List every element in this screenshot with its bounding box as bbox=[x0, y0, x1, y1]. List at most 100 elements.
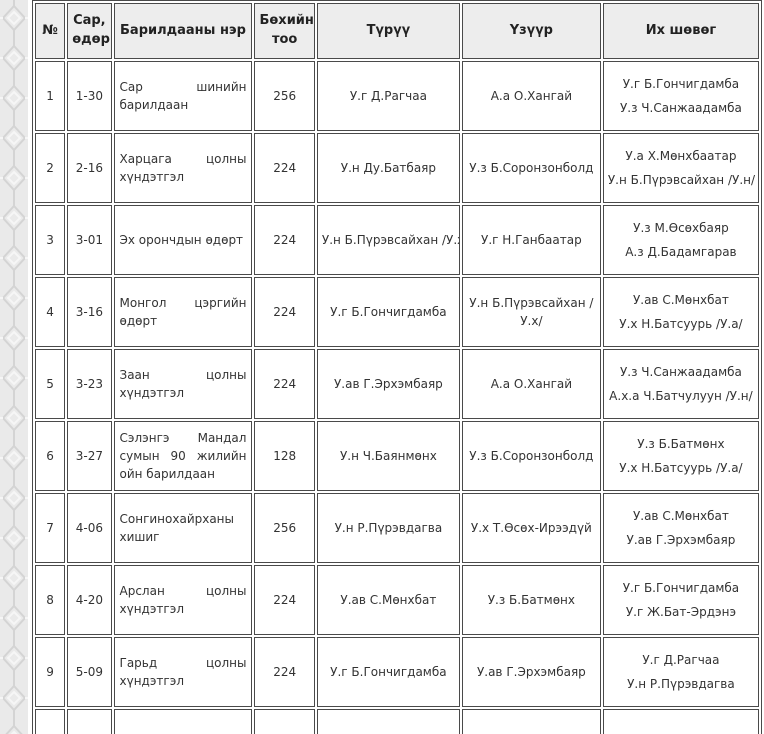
semifinalist-name: У.ав С.Мөнхбат bbox=[632, 509, 729, 523]
cell-number: 7 bbox=[35, 493, 66, 563]
cell-month-day: 4-20 bbox=[67, 565, 112, 635]
header-semifinalists: Их шөвөг bbox=[602, 3, 759, 59]
semifinalist-name: А.х.а Ч.Батчулуун /У.н/ bbox=[609, 389, 753, 403]
cell-wrestler-count: 224 bbox=[254, 637, 315, 707]
cell-champion: У.н Р.Пүрэвдагва bbox=[316, 493, 460, 563]
cell-empty bbox=[316, 709, 460, 734]
cell-runner-up: У.з Б.Батмөнх bbox=[461, 565, 601, 635]
header-row: № Сар, өдөр Барилдааны нэр Бөхийн тоо Тү… bbox=[35, 3, 759, 59]
table-row: 6 3-27 Сэлэнгэ Мандал сумын 90 жилийн ойн … bbox=[35, 421, 759, 491]
cell-runner-up: У.н Б.Пүрэвсайхан /У.х/ bbox=[461, 277, 601, 347]
cell-event-name: Сэлэнгэ Мандал сумын 90 жилийн ойн барил… bbox=[113, 421, 253, 491]
cell-month-day: 3-23 bbox=[67, 349, 112, 419]
table-row: 1 1-30 Сар шинийн барилдаан 256 У.г Д.Рагчаа… bbox=[35, 61, 759, 131]
cell-number: 1 bbox=[35, 61, 66, 131]
cell-number: 6 bbox=[35, 421, 66, 491]
cell-wrestler-count: 224 bbox=[254, 133, 315, 203]
cell-champion: У.н Б.Пүрэвсайхан /У.х/ bbox=[316, 205, 460, 275]
semifinalist-name: У.г Д.Рагчаа bbox=[642, 653, 720, 667]
cell-champion: У.г Д.Рагчаа bbox=[316, 61, 460, 131]
cell-champion: У.ав С.Мөнхбат bbox=[316, 565, 460, 635]
header-month-day: Сар, өдөр bbox=[67, 3, 112, 59]
table-row: 8 4-20 Арслан цолны хүндэтгэл 224 У.ав С.Мөн… bbox=[35, 565, 759, 635]
cell-number: 3 bbox=[35, 205, 66, 275]
cell-empty bbox=[602, 709, 759, 734]
cell-champion: У.г Б.Гончигдамба bbox=[316, 637, 460, 707]
semifinalist-name: У.з М.Өсөхбаяр bbox=[633, 221, 729, 235]
cell-semifinalists: У.з Б.Батмөнх У.х Н.Батсуурь /У.а/ bbox=[602, 421, 759, 491]
cell-runner-up: У.г Н.Ганбаатар bbox=[461, 205, 601, 275]
cell-runner-up: А.а О.Хангай bbox=[461, 349, 601, 419]
table-row: 3 3-01 Эх орончдын өдөрт 224 У.н Б.Пүрэвсайх… bbox=[35, 205, 759, 275]
semifinalist-name: У.н Б.Пүрэвсайхан /У.н/ bbox=[607, 173, 756, 187]
semifinalist-name: У.а Х.Мөнхбаатар bbox=[625, 149, 737, 163]
semifinalist-name: У.г Ж.Бат-Эрдэнэ bbox=[625, 605, 737, 619]
cell-wrestler-count: 128 bbox=[254, 421, 315, 491]
cell-month-day: 4-06 bbox=[67, 493, 112, 563]
cell-number: 9 bbox=[35, 637, 66, 707]
cell-champion: У.г Б.Гончигдамба bbox=[316, 277, 460, 347]
cell-empty bbox=[67, 709, 112, 734]
cell-empty bbox=[461, 709, 601, 734]
wrestling-tournament-table: № Сар, өдөр Барилдааны нэр Бөхийн тоо Тү… bbox=[32, 0, 762, 734]
cell-month-day: 3-16 bbox=[67, 277, 112, 347]
ulzii-pattern-icon bbox=[0, 0, 28, 734]
cell-wrestler-count: 224 bbox=[254, 565, 315, 635]
cell-event-name: Гарьд цолны хүндэтгэл bbox=[113, 637, 253, 707]
table-row: 4 3-16 Монгол цэргийн өдөрт 224 У.г Б.Гончиг… bbox=[35, 277, 759, 347]
cell-semifinalists: У.з Ч.Санжаадамба А.х.а Ч.Батчулуун /У.н/ bbox=[602, 349, 759, 419]
cell-champion: У.н Ч.Баянмөнх bbox=[316, 421, 460, 491]
header-wrestler-count: Бөхийн тоо bbox=[254, 3, 315, 59]
cell-runner-up: У.з Б.Соронзонболд bbox=[461, 421, 601, 491]
cell-number: 5 bbox=[35, 349, 66, 419]
cell-wrestler-count: 224 bbox=[254, 349, 315, 419]
cell-semifinalists: У.ав С.Мөнхбат У.ав Г.Эрхэмбаяр bbox=[602, 493, 759, 563]
cell-semifinalists: У.з М.Өсөхбаяр А.з Д.Бадамгарав bbox=[602, 205, 759, 275]
cell-month-day: 3-27 bbox=[67, 421, 112, 491]
cell-month-day: 1-30 bbox=[67, 61, 112, 131]
semifinalist-name: У.з Б.Батмөнх bbox=[637, 437, 725, 451]
cell-runner-up: У.з Б.Соронзонболд bbox=[461, 133, 601, 203]
cell-semifinalists: У.ав С.Мөнхбат У.х Н.Батсуурь /У.а/ bbox=[602, 277, 759, 347]
table-row-partial bbox=[35, 709, 759, 734]
header-runner-up: Үзүүр bbox=[461, 3, 601, 59]
cell-empty bbox=[113, 709, 253, 734]
cell-event-name: Монгол цэргийн өдөрт bbox=[113, 277, 253, 347]
header-number: № bbox=[35, 3, 66, 59]
cell-month-day: 3-01 bbox=[67, 205, 112, 275]
cell-empty bbox=[35, 709, 66, 734]
cell-semifinalists: У.а Х.Мөнхбаатар У.н Б.Пүрэвсайхан /У.н/ bbox=[602, 133, 759, 203]
cell-wrestler-count: 256 bbox=[254, 61, 315, 131]
table-row: 7 4-06 Сонгинохайрханы хишиг 256 У.н Р.Пүрэв… bbox=[35, 493, 759, 563]
semifinalist-name: У.з Ч.Санжаадамба bbox=[619, 101, 742, 115]
cell-event-name: Сонгинохайрханы хишиг bbox=[113, 493, 253, 563]
table-row: 2 2-16 Харцага цолны хүндэтгэл 224 У.н Ду.Ба… bbox=[35, 133, 759, 203]
semifinalist-name: У.х Н.Батсуурь /У.а/ bbox=[619, 317, 743, 331]
cell-wrestler-count: 224 bbox=[254, 205, 315, 275]
cell-champion: У.н Ду.Батбаяр bbox=[316, 133, 460, 203]
cell-event-name: Арслан цолны хүндэтгэл bbox=[113, 565, 253, 635]
semifinalist-name: У.ав С.Мөнхбат bbox=[632, 293, 729, 307]
cell-event-name: Сар шинийн барилдаан bbox=[113, 61, 253, 131]
header-event-name: Барилдааны нэр bbox=[113, 3, 253, 59]
semifinalist-name: У.г Б.Гончигдамба bbox=[622, 581, 740, 595]
cell-event-name: Эх орончдын өдөрт bbox=[113, 205, 253, 275]
cell-semifinalists: У.г Б.Гончигдамба У.з Ч.Санжаадамба bbox=[602, 61, 759, 131]
cell-month-day: 2-16 bbox=[67, 133, 112, 203]
cell-event-name: Заан цолны хүндэтгэл bbox=[113, 349, 253, 419]
semifinalist-name: У.з Ч.Санжаадамба bbox=[619, 365, 742, 379]
cell-semifinalists: У.г Б.Гончигдамба У.г Ж.Бат-Эрдэнэ bbox=[602, 565, 759, 635]
cell-month-day: 5-09 bbox=[67, 637, 112, 707]
cell-empty bbox=[254, 709, 315, 734]
semifinalist-name: У.ав Г.Эрхэмбаяр bbox=[626, 533, 736, 547]
cell-wrestler-count: 224 bbox=[254, 277, 315, 347]
cell-champion: У.ав Г.Эрхэмбаяр bbox=[316, 349, 460, 419]
cell-runner-up: У.х Т.Өсөх-Ирээдүй bbox=[461, 493, 601, 563]
cell-semifinalists: У.г Д.Рагчаа У.н Р.Пүрэвдагва bbox=[602, 637, 759, 707]
mongolian-pattern-strip bbox=[0, 0, 28, 734]
semifinalist-name: У.г Б.Гончигдамба bbox=[622, 77, 740, 91]
semifinalist-name: У.н Р.Пүрэвдагва bbox=[627, 677, 735, 691]
cell-event-name: Харцага цолны хүндэтгэл bbox=[113, 133, 253, 203]
header-champion: Түрүү bbox=[316, 3, 460, 59]
table-row: 5 3-23 Заан цолны хүндэтгэл 224 У.ав Г.Эрхэм… bbox=[35, 349, 759, 419]
